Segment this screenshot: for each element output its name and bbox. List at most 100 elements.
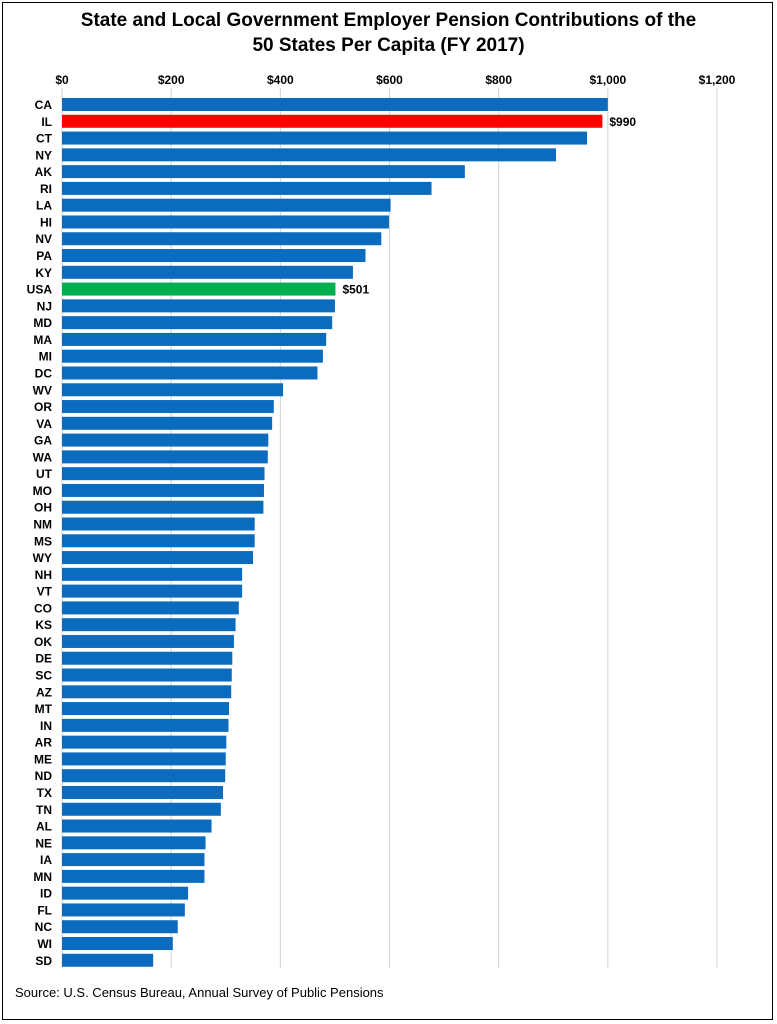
bar-pa bbox=[62, 249, 366, 263]
bar-ak bbox=[62, 165, 465, 179]
bar-mo bbox=[62, 483, 264, 497]
bar-ar bbox=[62, 735, 227, 749]
category-label-nh: NH bbox=[35, 568, 52, 582]
bar-co bbox=[62, 601, 239, 615]
bar-va bbox=[62, 416, 273, 430]
bar-la bbox=[62, 198, 391, 212]
bar-ct bbox=[62, 131, 588, 145]
category-label-sd: SD bbox=[35, 954, 52, 968]
category-label-ga: GA bbox=[34, 434, 52, 448]
category-label-nj: NJ bbox=[37, 299, 52, 313]
category-label-mo: MO bbox=[33, 484, 52, 498]
bar-ma bbox=[62, 332, 327, 346]
bar-md bbox=[62, 316, 333, 330]
x-tick-label--400: $400 bbox=[267, 73, 294, 87]
category-label-ky: KY bbox=[35, 266, 52, 280]
category-label-va: VA bbox=[36, 417, 52, 431]
bar-wa bbox=[62, 450, 268, 464]
category-label-ms: MS bbox=[34, 534, 52, 548]
category-label-ca: CA bbox=[35, 98, 53, 112]
category-label-ks: KS bbox=[35, 618, 52, 632]
bar-mi bbox=[62, 349, 323, 363]
bar-id bbox=[62, 886, 189, 900]
category-label-hi: HI bbox=[40, 215, 52, 229]
x-tick-label--0: $0 bbox=[55, 73, 69, 87]
category-label-sc: SC bbox=[35, 669, 52, 683]
category-label-tn: TN bbox=[36, 803, 52, 817]
data-label-usa: $501 bbox=[342, 283, 369, 297]
bar-hi bbox=[62, 215, 389, 229]
category-label-nc: NC bbox=[35, 920, 53, 934]
bar-nc bbox=[62, 920, 178, 934]
bar-tx bbox=[62, 785, 224, 799]
category-label-az: AZ bbox=[36, 685, 52, 699]
bar-nj bbox=[62, 299, 335, 313]
bar-ms bbox=[62, 534, 255, 548]
category-label-tx: TX bbox=[37, 786, 52, 800]
bar-vt bbox=[62, 584, 243, 598]
category-label-wi: WI bbox=[37, 937, 52, 951]
category-label-mt: MT bbox=[35, 702, 53, 716]
category-label-oh: OH bbox=[34, 501, 52, 515]
bar-ia bbox=[62, 853, 205, 867]
bar-wy bbox=[62, 551, 254, 565]
source-note: Source: U.S. Census Bureau, Annual Surve… bbox=[15, 985, 384, 1000]
x-tick-label--1-200: $1,200 bbox=[699, 73, 736, 87]
category-label-wv: WV bbox=[33, 383, 52, 397]
category-label-ct: CT bbox=[36, 132, 53, 146]
bar-ga bbox=[62, 433, 269, 447]
category-label-ak: AK bbox=[35, 165, 53, 179]
category-label-nd: ND bbox=[35, 769, 53, 783]
bar-fl bbox=[62, 903, 185, 917]
bar-in bbox=[62, 718, 229, 732]
bar-de bbox=[62, 651, 233, 665]
bar-dc bbox=[62, 366, 318, 380]
bar-usa bbox=[62, 282, 336, 296]
bar-ok bbox=[62, 634, 234, 648]
category-label-mi: MI bbox=[39, 350, 52, 364]
category-label-usa: USA bbox=[27, 283, 53, 297]
category-label-ok: OK bbox=[34, 635, 52, 649]
bar-ne bbox=[62, 836, 206, 850]
bar-az bbox=[62, 685, 232, 699]
x-tick-label--800: $800 bbox=[485, 73, 512, 87]
data-labels: $990 $501 bbox=[342, 115, 636, 297]
chart-title-line-2: 50 States Per Capita (FY 2017) bbox=[252, 35, 525, 56]
bar-mt bbox=[62, 702, 230, 716]
bar-tn bbox=[62, 802, 221, 816]
chart-title: State and Local Government Employer Pens… bbox=[0, 8, 777, 58]
bar-oh bbox=[62, 500, 264, 514]
bar-ri bbox=[62, 181, 432, 195]
bar-ca bbox=[62, 98, 608, 111]
category-label-ia: IA bbox=[40, 853, 52, 867]
bar-sd bbox=[62, 953, 154, 967]
category-label-co: CO bbox=[34, 601, 52, 615]
y-axis-category-labels: CA IL CT NY AK RI LA HI NV PA KY USA NJ MD MA MI DC WV OR V… bbox=[27, 98, 53, 968]
bar-wv bbox=[62, 383, 284, 397]
bar-sc bbox=[62, 668, 232, 682]
category-label-ma: MA bbox=[33, 333, 52, 347]
chart-title-line-1: State and Local Government Employer Pens… bbox=[80, 10, 697, 31]
bar-mn bbox=[62, 869, 205, 883]
bar-nv bbox=[62, 232, 382, 246]
category-label-fl: FL bbox=[37, 903, 52, 917]
category-label-md: MD bbox=[33, 316, 52, 330]
bar-ny bbox=[62, 148, 556, 162]
bars bbox=[62, 98, 608, 967]
category-label-de: DE bbox=[35, 652, 52, 666]
category-label-nm: NM bbox=[33, 518, 52, 532]
category-label-vt: VT bbox=[37, 585, 53, 599]
bar-ut bbox=[62, 467, 265, 481]
bar-ky bbox=[62, 265, 353, 279]
x-tick-label--200: $200 bbox=[158, 73, 185, 87]
category-label-ri: RI bbox=[40, 182, 52, 196]
x-tick-label--1-000: $1,000 bbox=[589, 73, 626, 87]
x-tick-label--600: $600 bbox=[376, 73, 403, 87]
category-label-ar: AR bbox=[35, 736, 53, 750]
category-label-nv: NV bbox=[35, 232, 52, 246]
bar-ks bbox=[62, 618, 236, 632]
category-label-dc: DC bbox=[35, 366, 53, 380]
data-label-il: $990 bbox=[609, 115, 636, 129]
category-label-ut: UT bbox=[36, 467, 53, 481]
